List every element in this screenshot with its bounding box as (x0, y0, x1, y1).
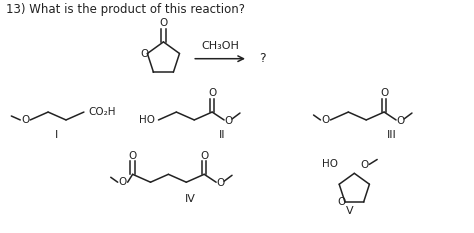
Text: II: II (219, 130, 225, 140)
Text: CH₃OH: CH₃OH (201, 41, 239, 51)
Text: O: O (224, 116, 232, 126)
Text: O: O (208, 88, 216, 98)
Text: ?: ? (260, 52, 266, 65)
Text: O: O (159, 18, 167, 28)
Text: O: O (21, 115, 29, 125)
Text: CO₂H: CO₂H (88, 107, 116, 117)
Text: O: O (140, 48, 148, 58)
Text: O: O (396, 116, 404, 126)
Text: 13) What is the product of this reaction?: 13) What is the product of this reaction… (6, 3, 246, 16)
Text: O: O (118, 177, 127, 187)
Text: HO: HO (139, 115, 155, 125)
Text: IV: IV (185, 194, 196, 204)
Text: O: O (200, 151, 208, 161)
Text: O: O (338, 197, 346, 207)
Text: O: O (216, 178, 224, 188)
Text: O: O (360, 160, 368, 170)
Text: O: O (380, 88, 388, 98)
Text: V: V (346, 206, 353, 216)
Text: O: O (321, 115, 329, 125)
Text: O: O (128, 151, 137, 161)
Text: I: I (55, 130, 58, 140)
Text: HO: HO (322, 159, 338, 169)
Text: III: III (387, 130, 397, 140)
